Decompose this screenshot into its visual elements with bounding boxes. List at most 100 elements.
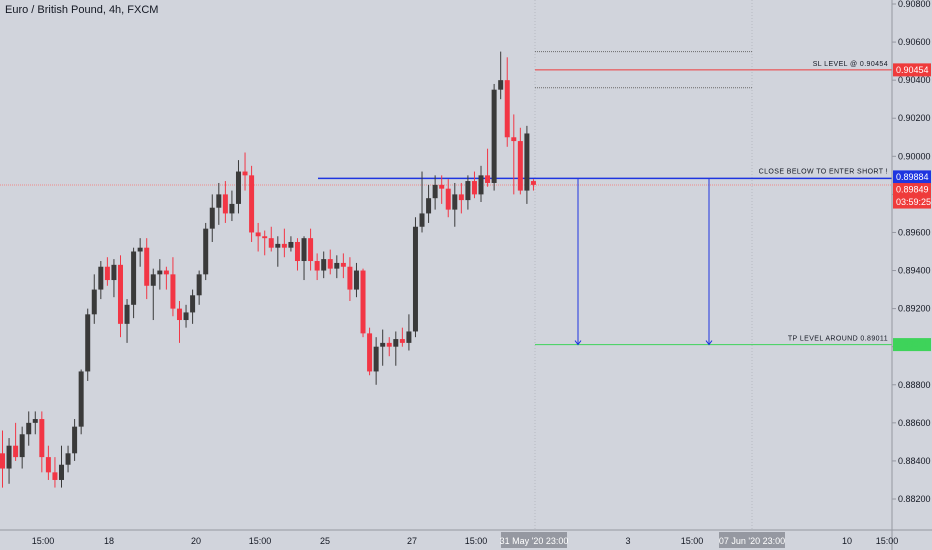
candle-body bbox=[412, 226, 418, 332]
candle bbox=[137, 238, 143, 267]
candle bbox=[131, 247, 137, 319]
candle-body bbox=[471, 181, 477, 195]
candle-body bbox=[52, 472, 58, 480]
candle bbox=[360, 268, 366, 338]
candle-body bbox=[517, 141, 523, 191]
candle bbox=[452, 182, 458, 227]
candle-body bbox=[426, 198, 432, 214]
candle-body bbox=[104, 266, 110, 281]
candle bbox=[498, 51, 504, 100]
candle-body bbox=[445, 188, 451, 210]
candle bbox=[104, 257, 110, 286]
x-tick-label: 3 bbox=[625, 536, 630, 546]
tp-price-tag: 0.89011 bbox=[893, 338, 931, 352]
candle bbox=[58, 445, 64, 488]
candle bbox=[340, 253, 346, 279]
countdown-tag: 03:59:25 bbox=[893, 195, 931, 209]
candle bbox=[13, 422, 19, 461]
candle-body bbox=[373, 346, 379, 372]
candle bbox=[471, 171, 477, 199]
candle-body bbox=[386, 342, 392, 347]
y-tick-label: 0.88200 bbox=[898, 494, 931, 504]
time-highlight: 31 May '20 23:00 bbox=[500, 532, 568, 548]
candle-body bbox=[65, 453, 71, 465]
entry-price-tag-bg bbox=[893, 170, 931, 184]
down-arrow bbox=[574, 178, 582, 346]
candle bbox=[314, 253, 320, 281]
x-tick-label: 18 bbox=[104, 536, 114, 546]
candle-body bbox=[380, 342, 386, 347]
candle-body bbox=[498, 80, 504, 90]
sl-price-tag: 0.90454 bbox=[893, 63, 931, 77]
candle bbox=[98, 261, 104, 300]
y-tick-label: 0.90800 bbox=[898, 0, 931, 9]
candle-body bbox=[360, 270, 366, 334]
candle-body bbox=[150, 274, 156, 286]
candle bbox=[124, 299, 130, 343]
candle-body bbox=[406, 331, 412, 343]
candle bbox=[445, 179, 451, 218]
candle-body bbox=[163, 270, 169, 275]
candle-body bbox=[176, 308, 182, 321]
candle-body bbox=[465, 181, 471, 201]
chart-title: Euro / British Pound, 4h, FXCM bbox=[5, 4, 159, 16]
candle bbox=[386, 337, 392, 357]
y-tick-label: 0.88400 bbox=[898, 456, 931, 466]
x-tick-label: 15:00 bbox=[465, 536, 488, 546]
candle bbox=[249, 165, 255, 242]
candle bbox=[72, 419, 78, 461]
arrow-head bbox=[705, 340, 713, 346]
candle bbox=[32, 411, 38, 435]
candle bbox=[458, 182, 464, 214]
candle-body bbox=[229, 203, 235, 214]
candle-body bbox=[321, 259, 327, 271]
candle bbox=[275, 236, 281, 267]
candle bbox=[491, 83, 497, 191]
candle-body bbox=[19, 434, 25, 458]
candle bbox=[39, 411, 45, 473]
candle bbox=[65, 445, 71, 473]
candle-body bbox=[524, 133, 530, 191]
candle bbox=[91, 274, 97, 324]
candle bbox=[163, 266, 169, 290]
candle-body bbox=[334, 262, 340, 269]
candle bbox=[242, 152, 248, 191]
candle bbox=[176, 301, 182, 343]
candle bbox=[530, 179, 536, 191]
candle-body bbox=[275, 243, 281, 248]
entry-price-tag-text: 0.89884 bbox=[896, 172, 929, 182]
candles bbox=[0, 51, 536, 488]
candle-body bbox=[511, 137, 517, 142]
candle-body bbox=[117, 264, 123, 324]
candle-body bbox=[216, 194, 222, 208]
down-arrow bbox=[705, 178, 713, 346]
y-tick-label: 0.90000 bbox=[898, 151, 931, 161]
candle bbox=[170, 257, 176, 317]
candle bbox=[485, 148, 491, 187]
y-tick-label: 0.90400 bbox=[898, 75, 931, 85]
current-price-tag-text: 0.89849 bbox=[896, 185, 929, 195]
tp-price-tag-text: 0.89011 bbox=[896, 340, 928, 350]
candle-body bbox=[347, 266, 353, 290]
candle-body bbox=[78, 371, 84, 427]
sl-price-tag-bg bbox=[893, 63, 931, 77]
candle bbox=[209, 194, 215, 242]
candle bbox=[524, 125, 530, 204]
candle-body bbox=[72, 426, 78, 454]
candle bbox=[117, 255, 123, 338]
candle bbox=[235, 160, 241, 214]
y-tick-label: 0.88600 bbox=[898, 418, 931, 428]
candle-body bbox=[0, 453, 5, 469]
candle-body bbox=[111, 264, 117, 281]
grid bbox=[534, 0, 753, 530]
candle-body bbox=[144, 247, 150, 286]
time-highlight-bg bbox=[501, 532, 567, 548]
x-tick-label: 15:00 bbox=[249, 536, 272, 546]
candle bbox=[367, 327, 373, 376]
candle bbox=[144, 238, 150, 300]
time-highlight-text: 07 Jun '20 23:00 bbox=[719, 536, 785, 546]
candle-body bbox=[353, 270, 359, 290]
candle bbox=[6, 438, 12, 484]
candle bbox=[26, 411, 32, 446]
